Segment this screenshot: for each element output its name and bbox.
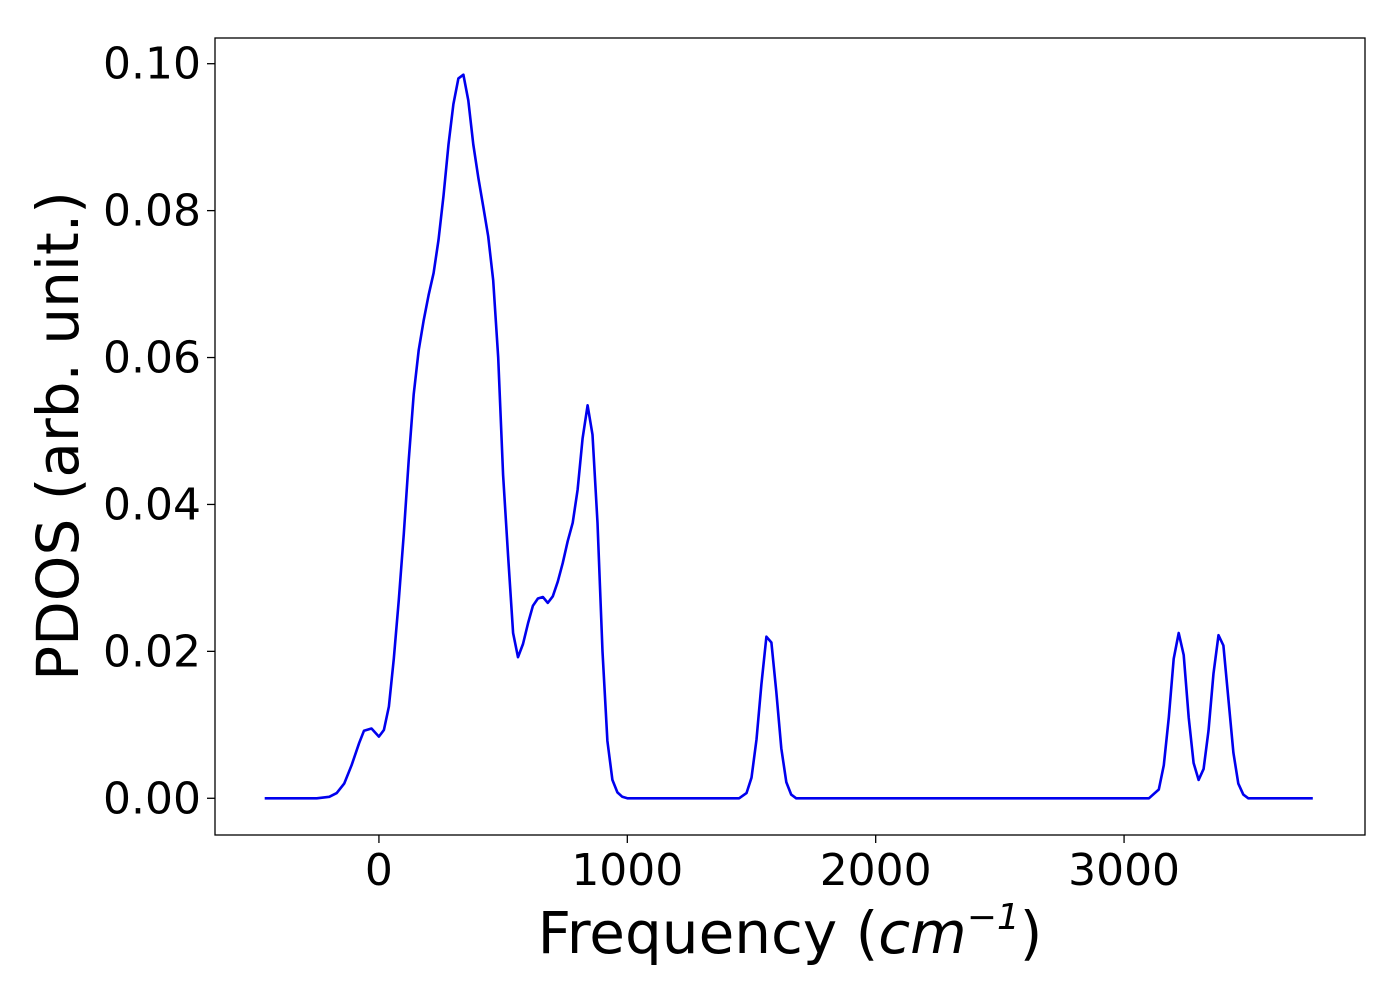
- y-tick-label: 0.00: [103, 773, 201, 824]
- y-tick-label: 0.06: [103, 333, 201, 384]
- x-tick-label: 1000: [571, 845, 683, 896]
- plot-area-background: [215, 38, 1365, 835]
- x-tick-label: 0: [365, 845, 393, 896]
- plot-area-frame: [214, 37, 1366, 836]
- y-axis-ticks: 0.00 0.02 0.04 0.06 0.08 0.10: [103, 39, 215, 824]
- x-axis-label: Frequency (cm−1): [538, 897, 1043, 967]
- x-axis-ticks: 0 1000 2000 3000: [365, 835, 1180, 896]
- x-axis-label-exponent: −1: [967, 897, 1020, 938]
- x-axis-label-close: ): [1020, 899, 1043, 967]
- y-tick-label: 0.10: [103, 39, 201, 90]
- y-axis-label: PDOS (arb. unit.): [24, 191, 92, 681]
- x-tick-label: 2000: [820, 845, 932, 896]
- series-line-pdos: [264, 73, 1313, 800]
- x-axis-label-math: cm: [878, 899, 966, 967]
- y-tick-label: 0.08: [103, 186, 201, 237]
- x-tick-label: 3000: [1068, 845, 1180, 896]
- x-axis-label-prefix: Frequency (: [538, 899, 879, 967]
- y-tick-label: 0.04: [103, 479, 201, 530]
- y-tick-label: 0.02: [103, 626, 201, 677]
